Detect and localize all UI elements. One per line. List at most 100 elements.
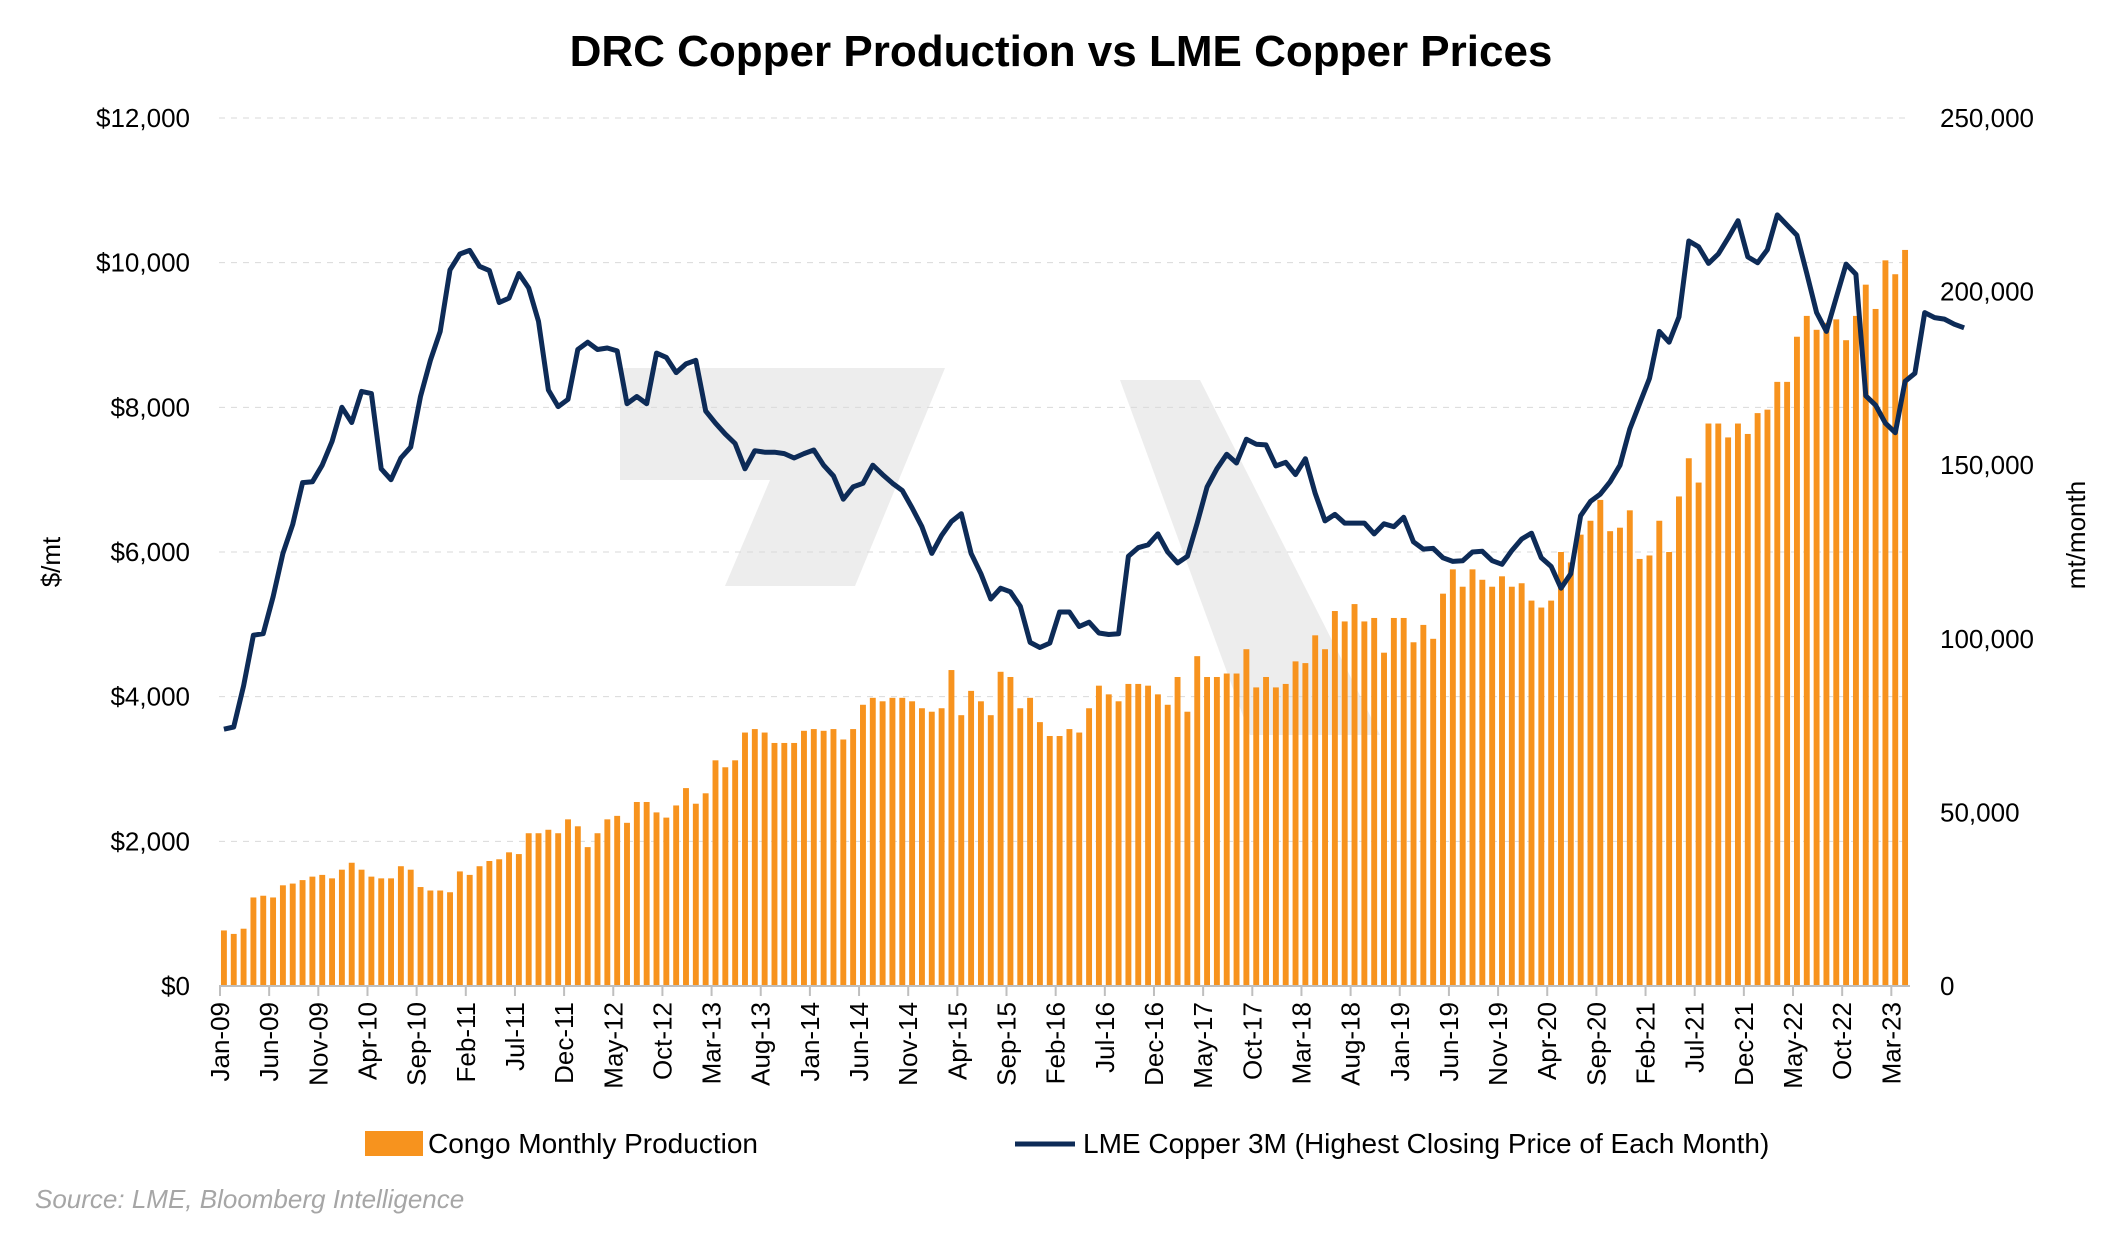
production-bar bbox=[1135, 683, 1142, 986]
production-bar bbox=[702, 793, 709, 986]
production-bar bbox=[565, 819, 571, 986]
production-bar bbox=[594, 833, 601, 986]
right-tick-label: 250,000 bbox=[1940, 103, 2034, 133]
production-bar bbox=[781, 742, 788, 986]
production-bar bbox=[1656, 520, 1663, 986]
production-bar bbox=[1803, 315, 1810, 986]
production-bar bbox=[1705, 423, 1712, 986]
x-tick-label: May-12 bbox=[598, 1002, 628, 1089]
production-bar bbox=[1882, 260, 1889, 986]
production-bar bbox=[378, 878, 385, 986]
production-bar bbox=[1253, 687, 1260, 986]
chart-title: DRC Copper Production vs LME Copper Pric… bbox=[570, 27, 1553, 76]
production-bar bbox=[230, 933, 237, 986]
production-bar bbox=[397, 866, 404, 986]
production-bar bbox=[427, 890, 434, 986]
production-bar bbox=[1174, 676, 1181, 986]
production-bar bbox=[447, 892, 453, 986]
x-tick-label: Jan-14 bbox=[795, 1002, 825, 1082]
x-tick-label: Apr-15 bbox=[942, 1002, 972, 1080]
production-bar bbox=[614, 815, 621, 986]
production-bar bbox=[496, 859, 503, 986]
production-bar bbox=[1440, 593, 1446, 986]
production-bar bbox=[515, 854, 522, 986]
legend-swatch-production bbox=[365, 1131, 423, 1156]
production-bar bbox=[810, 729, 817, 986]
production-bar bbox=[1449, 569, 1456, 986]
production-bar bbox=[1263, 676, 1269, 986]
production-bar bbox=[338, 869, 345, 986]
production-bar bbox=[466, 874, 473, 986]
production-bar bbox=[1125, 683, 1132, 986]
production-bar bbox=[1154, 694, 1161, 986]
production-bar bbox=[1105, 694, 1112, 986]
production-bar bbox=[1076, 732, 1083, 986]
production-bar bbox=[1095, 685, 1102, 986]
x-tick-label: Oct-17 bbox=[1237, 1002, 1267, 1080]
production-bar bbox=[997, 671, 1004, 986]
production-bar bbox=[1027, 697, 1034, 986]
production-bar bbox=[220, 930, 227, 986]
left-tick-label: $8,000 bbox=[110, 392, 190, 422]
production-bar bbox=[1607, 531, 1614, 986]
production-bar bbox=[1479, 579, 1486, 986]
production-bar bbox=[801, 730, 807, 986]
production-bars bbox=[220, 249, 1909, 987]
production-bar bbox=[860, 704, 866, 986]
production-bar bbox=[1115, 701, 1122, 986]
production-bar bbox=[329, 878, 336, 986]
production-bar bbox=[279, 885, 286, 986]
left-axis-ticks: $0 $2,000 $4,000 $6,000 $8,000 $10,000 $12,000 bbox=[96, 103, 190, 1001]
x-tick-label: Jan-19 bbox=[1385, 1002, 1415, 1082]
production-bar bbox=[299, 880, 306, 986]
production-bar bbox=[1312, 635, 1319, 986]
x-tick-label: Aug-13 bbox=[746, 1002, 776, 1086]
production-bar bbox=[751, 729, 758, 986]
x-tick-label: Dec-21 bbox=[1729, 1002, 1759, 1086]
production-bar bbox=[1843, 340, 1850, 986]
production-bar bbox=[456, 871, 463, 986]
production-bar bbox=[948, 670, 955, 986]
x-tick-label: Jun-19 bbox=[1434, 1002, 1464, 1082]
right-tick-label: 100,000 bbox=[1940, 624, 2034, 654]
production-bar bbox=[1715, 423, 1722, 986]
production-bar bbox=[771, 742, 778, 986]
production-bar bbox=[289, 883, 296, 986]
production-bar bbox=[388, 878, 394, 986]
production-bar bbox=[879, 701, 886, 986]
x-tick-label: May-22 bbox=[1778, 1002, 1808, 1089]
production-bar bbox=[909, 701, 916, 986]
production-bar bbox=[1872, 308, 1879, 987]
production-bar bbox=[1145, 685, 1152, 986]
production-bar bbox=[732, 760, 739, 986]
right-tick-label: 200,000 bbox=[1940, 277, 2034, 307]
production-bar bbox=[1243, 649, 1250, 986]
x-tick-label: Sep-20 bbox=[1581, 1002, 1611, 1086]
x-tick-label: Aug-18 bbox=[1336, 1002, 1366, 1086]
production-bar bbox=[899, 697, 906, 986]
x-tick-label: Sep-10 bbox=[402, 1002, 432, 1086]
right-tick-label: 0 bbox=[1940, 971, 1954, 1001]
production-bar bbox=[1233, 673, 1240, 986]
production-bar bbox=[486, 861, 493, 986]
production-bar bbox=[918, 708, 925, 986]
source-note: Source: LME, Bloomberg Intelligence bbox=[35, 1184, 464, 1214]
production-bar bbox=[1754, 413, 1761, 986]
production-bar bbox=[525, 833, 532, 986]
production-bar bbox=[1066, 729, 1073, 986]
production-bar bbox=[928, 711, 935, 986]
right-tick-label: 150,000 bbox=[1940, 450, 2034, 480]
production-bar bbox=[1528, 600, 1535, 986]
production-bar bbox=[1351, 604, 1358, 986]
x-tick-label: Feb-16 bbox=[1041, 1002, 1071, 1084]
production-bar bbox=[1813, 329, 1820, 986]
production-bar bbox=[1036, 722, 1043, 986]
production-bar bbox=[1548, 600, 1555, 986]
production-bar bbox=[1636, 558, 1643, 986]
x-tick-label: Sep-15 bbox=[992, 1002, 1022, 1086]
production-bar bbox=[791, 742, 798, 986]
production-bar bbox=[1597, 499, 1604, 986]
production-bar bbox=[1508, 586, 1515, 986]
production-bar bbox=[712, 760, 719, 986]
production-bar bbox=[761, 732, 768, 986]
